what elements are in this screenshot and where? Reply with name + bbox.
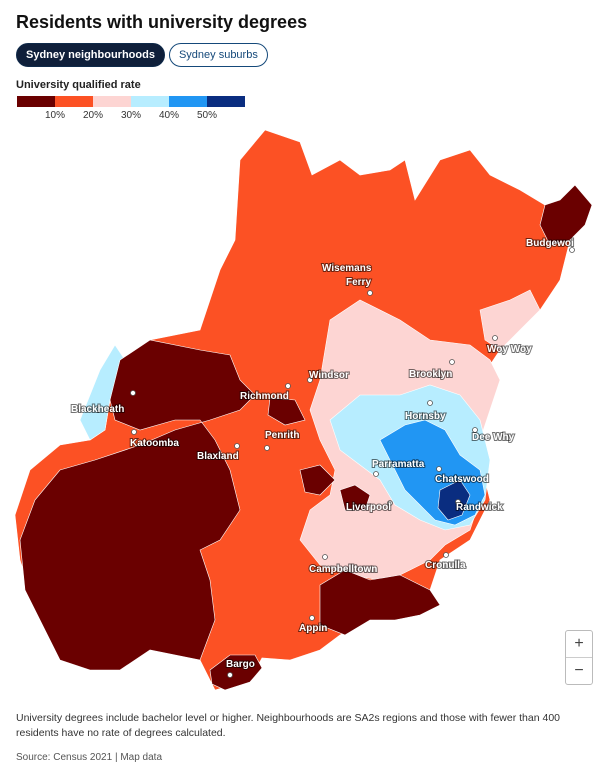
- label-blaxland: Blaxland: [197, 451, 239, 462]
- region-maroon-south[interactable]: [319, 569, 441, 636]
- marker-liverpool: [387, 500, 393, 506]
- label-richmond: Richmond: [240, 391, 289, 402]
- place-markers: [130, 247, 575, 678]
- marker-randwick: [455, 499, 461, 505]
- legend-tick: 20%: [82, 110, 104, 121]
- marker-bargo: [227, 672, 233, 678]
- marker-campbelltown: [322, 554, 328, 560]
- region-pink-coast[interactable]: [479, 289, 541, 351]
- zoom-in-button[interactable]: +: [574, 635, 584, 652]
- region-maroon-liverpool[interactable]: [339, 484, 371, 511]
- label-dee-why: Dee Why: [472, 432, 515, 443]
- marker-richmond: [285, 383, 291, 389]
- label-appin: Appin: [299, 623, 327, 634]
- region-maroon-richmond[interactable]: [267, 397, 306, 426]
- region-maroon-penrith[interactable]: [299, 464, 336, 496]
- marker-wisemans-ferry: [367, 290, 373, 296]
- region-darkblue[interactable]: [437, 479, 471, 521]
- legend-color-bar: [17, 96, 245, 107]
- label-chatswood: Chatswood: [435, 474, 489, 485]
- marker-blaxland: [234, 443, 240, 449]
- legend-tick: 40%: [158, 110, 180, 121]
- marker-chatswood: [436, 466, 442, 472]
- label-windsor: Windsor: [309, 370, 349, 381]
- legend-swatch-5: [207, 96, 245, 107]
- zoom-control: + −: [565, 630, 593, 685]
- marker-cronulla: [443, 552, 449, 558]
- marker-katoomba: [131, 429, 137, 435]
- view-tabs: Sydney neighbourhoods Sydney suburbs: [16, 43, 268, 67]
- label-brooklyn: Brooklyn: [409, 369, 452, 380]
- place-labels: Budgewoi Wisemans Ferry Woy Woy Windsor …: [70, 237, 575, 671]
- marker-budgewoi: [569, 247, 575, 253]
- source-line: Source: Census 2021 | Map data: [16, 752, 163, 763]
- legend-title: University qualified rate: [16, 79, 141, 91]
- tab-sydney-suburbs[interactable]: Sydney suburbs: [168, 43, 268, 67]
- marker-parramatta: [373, 471, 379, 477]
- marker-blackheath: [130, 390, 136, 396]
- label-budgewoi: Budgewoi: [526, 238, 574, 249]
- choropleth-map[interactable]: Budgewoi Wisemans Ferry Woy Woy Windsor …: [0, 120, 603, 700]
- legend-swatch-2: [93, 96, 131, 107]
- chart-title: Residents with university degrees: [16, 12, 308, 32]
- marker-penrith: [264, 445, 270, 451]
- legend-tick: 10%: [44, 110, 66, 121]
- label-blackheath: Blackheath: [71, 404, 124, 415]
- label-cronulla: Cronulla: [425, 560, 466, 571]
- marker-brooklyn: [449, 359, 455, 365]
- legend-swatch-3: [131, 96, 169, 107]
- label-liverpool: Liverpool: [346, 502, 391, 513]
- marker-appin: [309, 615, 315, 621]
- label-randwick: Randwick: [456, 502, 503, 513]
- label-katoomba: Katoomba: [130, 438, 179, 449]
- region-maroon-west[interactable]: [19, 339, 256, 671]
- label-campbelltown: Campbelltown: [309, 564, 377, 575]
- legend-ticks: 10% 20% 30% 40% 50%: [17, 110, 257, 124]
- region-maroon-bargo[interactable]: [209, 654, 263, 691]
- marker-windsor: [307, 377, 313, 383]
- label-bargo: Bargo: [226, 659, 255, 670]
- region-maroon-northeast[interactable]: [539, 184, 593, 246]
- label-ferry: Ferry: [346, 277, 371, 288]
- zoom-out-button[interactable]: −: [566, 657, 592, 684]
- legend-swatch-4: [169, 96, 207, 107]
- tab-sydney-neighbourhoods[interactable]: Sydney neighbourhoods: [16, 43, 165, 67]
- label-wisemans: Wisemans: [322, 263, 372, 274]
- label-woy-woy: Woy Woy: [487, 344, 532, 355]
- marker-dee-why: [472, 427, 478, 433]
- marker-hornsby: [427, 400, 433, 406]
- legend-tick: 30%: [120, 110, 142, 121]
- marker-woy-woy: [492, 335, 498, 341]
- legend-tick: 50%: [196, 110, 218, 121]
- footnote: University degrees include bachelor leve…: [16, 712, 560, 739]
- label-hornsby: Hornsby: [405, 411, 446, 422]
- legend-swatch-1: [55, 96, 93, 107]
- label-parramatta: Parramatta: [372, 459, 425, 470]
- label-penrith: Penrith: [265, 430, 299, 441]
- legend-swatch-0: [17, 96, 55, 107]
